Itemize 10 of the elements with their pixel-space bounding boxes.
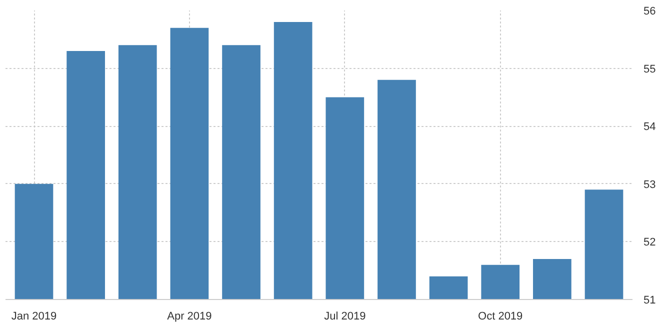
y-tick-label: 53: [644, 178, 656, 191]
x-tick-label: Jan 2019: [11, 310, 57, 322]
x-tick-label: Jul 2019: [324, 310, 366, 322]
y-tick-label: 55: [644, 63, 656, 76]
y-tick-label: 54: [644, 121, 656, 134]
y-tick-label: 51: [644, 294, 656, 306]
x-tick-label: Apr 2019: [167, 310, 212, 322]
y-tick-label: 56: [644, 6, 656, 18]
y-tick-label: 52: [644, 236, 656, 249]
x-tick-label: Oct 2019: [478, 310, 523, 322]
